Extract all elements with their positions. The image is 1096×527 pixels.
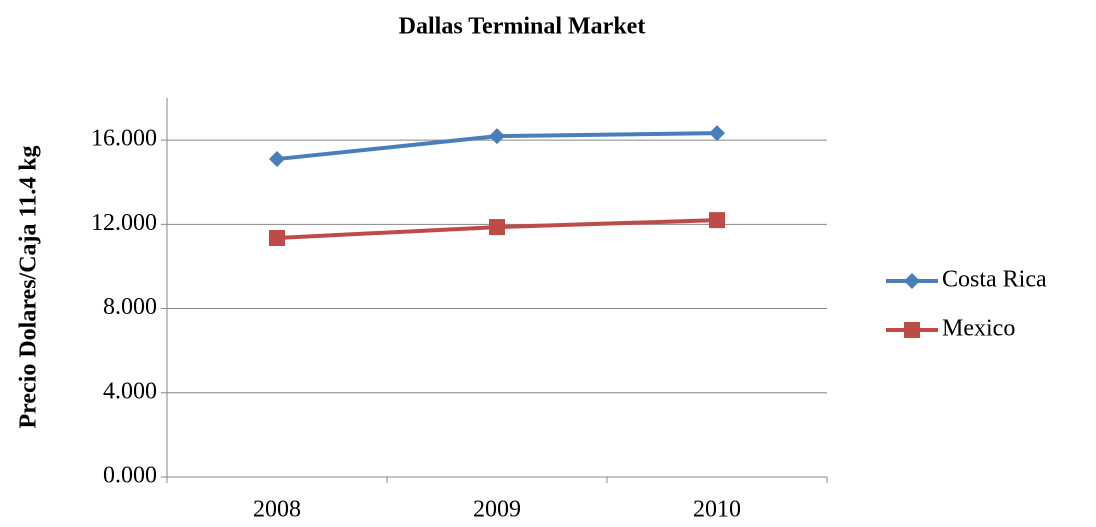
y-tick-label: 4.000 [103,378,157,404]
point [904,322,920,338]
point [269,151,285,168]
x-tick-label: 2009 [473,497,521,523]
y-tick-label: 12.000 [91,210,157,236]
y-tick-label: 16.000 [91,126,157,152]
x-tick-label: 2010 [693,497,741,523]
y-tick-label: 8.000 [103,294,157,320]
chart-title: Dallas Terminal Market [399,14,646,40]
y-axis-label: Precio Dolares/Caja 11.4 kg [16,145,42,428]
point [489,219,505,236]
point [904,273,920,289]
point [709,125,725,142]
point [709,212,725,229]
x-tick-label: 2008 [253,497,301,523]
y-tick-label: 0.000 [103,463,157,489]
legend-label: Mexico [942,316,1015,342]
legend-label: Costa Rica [942,267,1047,293]
point [489,128,505,145]
point [269,230,285,247]
